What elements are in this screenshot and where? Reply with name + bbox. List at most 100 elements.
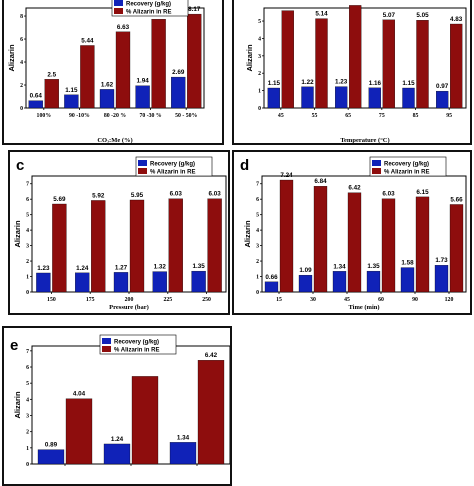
recovery-bar bbox=[366, 270, 381, 293]
alizarin-bar bbox=[80, 45, 95, 109]
y-tick-label: 6 bbox=[256, 197, 259, 203]
x-tick-label: 45 bbox=[278, 113, 284, 119]
x-tick-label: 150 bbox=[47, 297, 56, 303]
x-tick-label: 65 bbox=[345, 113, 351, 119]
alizarin-bar bbox=[416, 20, 429, 109]
alizarin-bar bbox=[197, 360, 225, 465]
plot-frame bbox=[261, 175, 467, 293]
legend-label: % Alizarin in RE bbox=[126, 10, 171, 16]
plot-frame bbox=[263, 7, 467, 109]
legend-swatch-alizarin bbox=[372, 168, 381, 174]
data-label: 6.03 bbox=[170, 191, 183, 198]
legend-swatch-alizarin bbox=[114, 8, 123, 14]
x-tick-label: 85 bbox=[413, 113, 419, 119]
x-tick-label: 200 bbox=[125, 297, 134, 303]
alizarin-bar bbox=[207, 198, 222, 293]
alizarin-bar bbox=[382, 19, 395, 109]
y-tick-label: 2 bbox=[20, 83, 23, 89]
data-label: 1.23 bbox=[37, 265, 50, 272]
x-tick-label: 60 bbox=[378, 297, 384, 303]
y-tick-label: 5 bbox=[26, 381, 29, 387]
x-tick-label: 30 bbox=[310, 297, 316, 303]
chart-svg: 01234567Alizarin0.667.24151.096.84301.34… bbox=[240, 156, 467, 311]
chart-svg: 0 1 2 3 4 5 6 7 Alizarin 0.89 4.04 1.24 1.34 6.42 Reco… bbox=[10, 334, 230, 468]
y-tick-label: 7 bbox=[26, 182, 29, 188]
data-label: 6.03 bbox=[208, 191, 221, 198]
legend-label: Recovery (g/kg) bbox=[126, 2, 171, 8]
y-axis-label: Alizarin bbox=[13, 391, 22, 419]
y-tick-label: 4 bbox=[256, 228, 259, 234]
x-axis-label: Pressure (bar) bbox=[109, 304, 149, 311]
data-label: 1.15 bbox=[268, 80, 281, 87]
recovery-bar bbox=[332, 271, 347, 293]
y-tick-label: 5 bbox=[258, 19, 261, 25]
y-tick-label: 4 bbox=[26, 397, 29, 403]
legend-label: Recovery (g/kg) bbox=[150, 162, 195, 168]
chart-panel-d: 0 1 2 3 4 5 6 7 Alizarin 0.66 7.24 15 1.09 6.84 30 1.34… bbox=[232, 150, 472, 315]
y-tick-label: 7 bbox=[256, 182, 259, 188]
chart-panel-e: 0 1 2 3 4 5 6 7 Alizarin 0.89 4.04 1.24 1.34 6.42 Reco… bbox=[2, 326, 232, 486]
alizarin-bar bbox=[281, 10, 294, 109]
x-tick-label: 120 bbox=[445, 297, 454, 303]
recovery-bar bbox=[99, 89, 115, 109]
y-tick-label: 6 bbox=[26, 365, 29, 371]
data-label: 1.15 bbox=[65, 87, 78, 94]
recovery-bar bbox=[103, 443, 131, 465]
recovery-bar bbox=[267, 87, 280, 109]
y-tick-label: 3 bbox=[26, 244, 29, 250]
recovery-bar bbox=[191, 270, 206, 293]
chart-svg: 0 1 2 3 4 5 6 7 Alizarin 1.23 5.69 150 1.24 5.92 175 1.… bbox=[13, 156, 227, 311]
y-tick-label: 0 bbox=[256, 290, 259, 296]
y-tick-label: 5 bbox=[26, 213, 29, 219]
x-tick-label: 225 bbox=[163, 297, 172, 303]
x-tick-label: 70 -30 % bbox=[139, 113, 161, 119]
data-label: 1.24 bbox=[76, 265, 89, 272]
alizarin-bar bbox=[347, 192, 362, 293]
legend-swatch-recovery bbox=[114, 0, 123, 6]
recovery-bar bbox=[402, 87, 415, 109]
x-axis-label: Time (min) bbox=[348, 304, 379, 311]
data-label: 6.03 bbox=[382, 191, 395, 198]
alizarin-bar bbox=[450, 23, 463, 109]
data-label: 1.23 bbox=[335, 79, 348, 86]
y-tick-label: 3 bbox=[256, 244, 259, 250]
alizarin-bar bbox=[65, 398, 93, 465]
recovery-bar bbox=[28, 100, 43, 109]
data-label: 0.89 bbox=[45, 442, 58, 449]
recovery-bar bbox=[64, 94, 79, 109]
legend-swatch-alizarin bbox=[102, 346, 111, 352]
data-label: 1.22 bbox=[301, 79, 314, 86]
data-label: 1.34 bbox=[177, 434, 190, 441]
chart-panel-a: 0 2 4 6 8 Alizarin 0.64 2.5 100% 1.15 5.44 90 -10% 1… bbox=[2, 0, 224, 145]
legend-swatch-recovery bbox=[372, 160, 381, 166]
panel-letter: e bbox=[10, 337, 18, 354]
data-label: 6.63 bbox=[117, 24, 130, 31]
recovery-bar bbox=[400, 267, 415, 293]
y-tick-label: 0 bbox=[26, 290, 29, 296]
alizarin-bar bbox=[115, 31, 131, 109]
y-tick-label: 0 bbox=[258, 106, 261, 112]
data-label: 1.62 bbox=[101, 81, 114, 88]
recovery-bar bbox=[335, 86, 348, 109]
recovery-bar bbox=[264, 281, 279, 293]
x-axis-label: CO₂:Me (%) bbox=[97, 137, 132, 144]
x-tick-label: 90 bbox=[412, 297, 418, 303]
data-label: 5.07 bbox=[383, 12, 396, 19]
data-label: 2.69 bbox=[172, 69, 185, 76]
data-label: 8.17 bbox=[188, 6, 201, 13]
data-label: 5.66 bbox=[450, 196, 463, 203]
data-label: 0.66 bbox=[265, 274, 278, 281]
y-axis-label: Alizarin bbox=[13, 220, 22, 248]
y-tick-label: 1 bbox=[258, 89, 261, 95]
alizarin-bar bbox=[131, 376, 159, 465]
panel-letter: d bbox=[240, 157, 249, 174]
legend-box bbox=[135, 156, 213, 177]
data-label: 1.09 bbox=[299, 267, 312, 274]
x-tick-label: 50 - 50% bbox=[175, 113, 197, 119]
data-label: 5.69 bbox=[53, 196, 66, 203]
panel-letter: c bbox=[16, 157, 24, 174]
recovery-bar bbox=[434, 265, 449, 293]
x-tick-label: 95 bbox=[446, 113, 452, 119]
data-label: 1.34 bbox=[333, 263, 346, 270]
recovery-bar bbox=[436, 90, 449, 109]
